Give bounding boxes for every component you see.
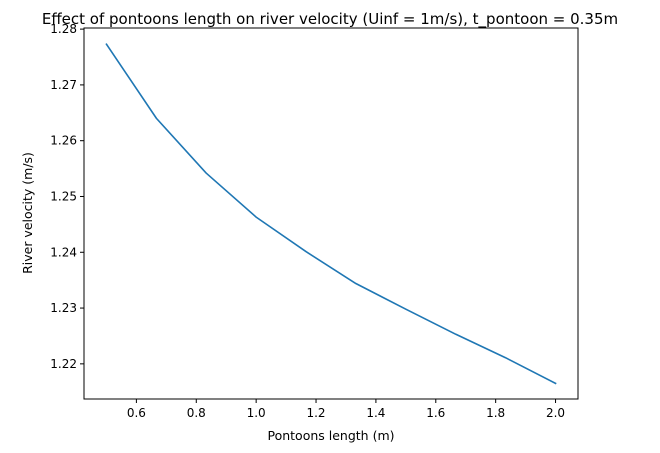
x-tick-label: 1.0 (247, 406, 266, 420)
plot-area (83, 27, 579, 400)
x-tick-label: 0.6 (127, 406, 146, 420)
chart-title: Effect of pontoons length on river veloc… (42, 10, 618, 29)
series-line (105, 43, 557, 385)
y-axis-ticks: 1.22 1.23 1.24 1.25 1.26 1.27 1.28 (50, 22, 84, 371)
x-tick-label: 1.6 (426, 406, 445, 420)
x-axis-ticks: 0.6 0.8 1.0 1.2 1.4 1.6 1.8 2.0 (127, 399, 565, 420)
y-tick-label: 1.25 (50, 189, 77, 203)
y-tick-label: 1.26 (50, 134, 77, 148)
x-tick-label: 1.2 (306, 406, 325, 420)
series-layer (105, 43, 557, 385)
x-tick-label: 1.8 (486, 406, 505, 420)
y-tick-label: 1.22 (50, 357, 77, 371)
y-tick-label: 1.28 (50, 22, 77, 36)
y-tick-label: 1.27 (50, 78, 77, 92)
plot-frame (83, 27, 579, 400)
x-axis-label: Pontoons length (m) (267, 428, 394, 443)
x-tick-label: 0.8 (187, 406, 206, 420)
y-tick-label: 1.24 (50, 245, 77, 259)
y-axis-label: River velocity (m/s) (20, 152, 35, 274)
y-tick-label: 1.23 (50, 301, 77, 315)
x-tick-label: 2.0 (546, 406, 565, 420)
x-tick-label: 1.4 (366, 406, 385, 420)
